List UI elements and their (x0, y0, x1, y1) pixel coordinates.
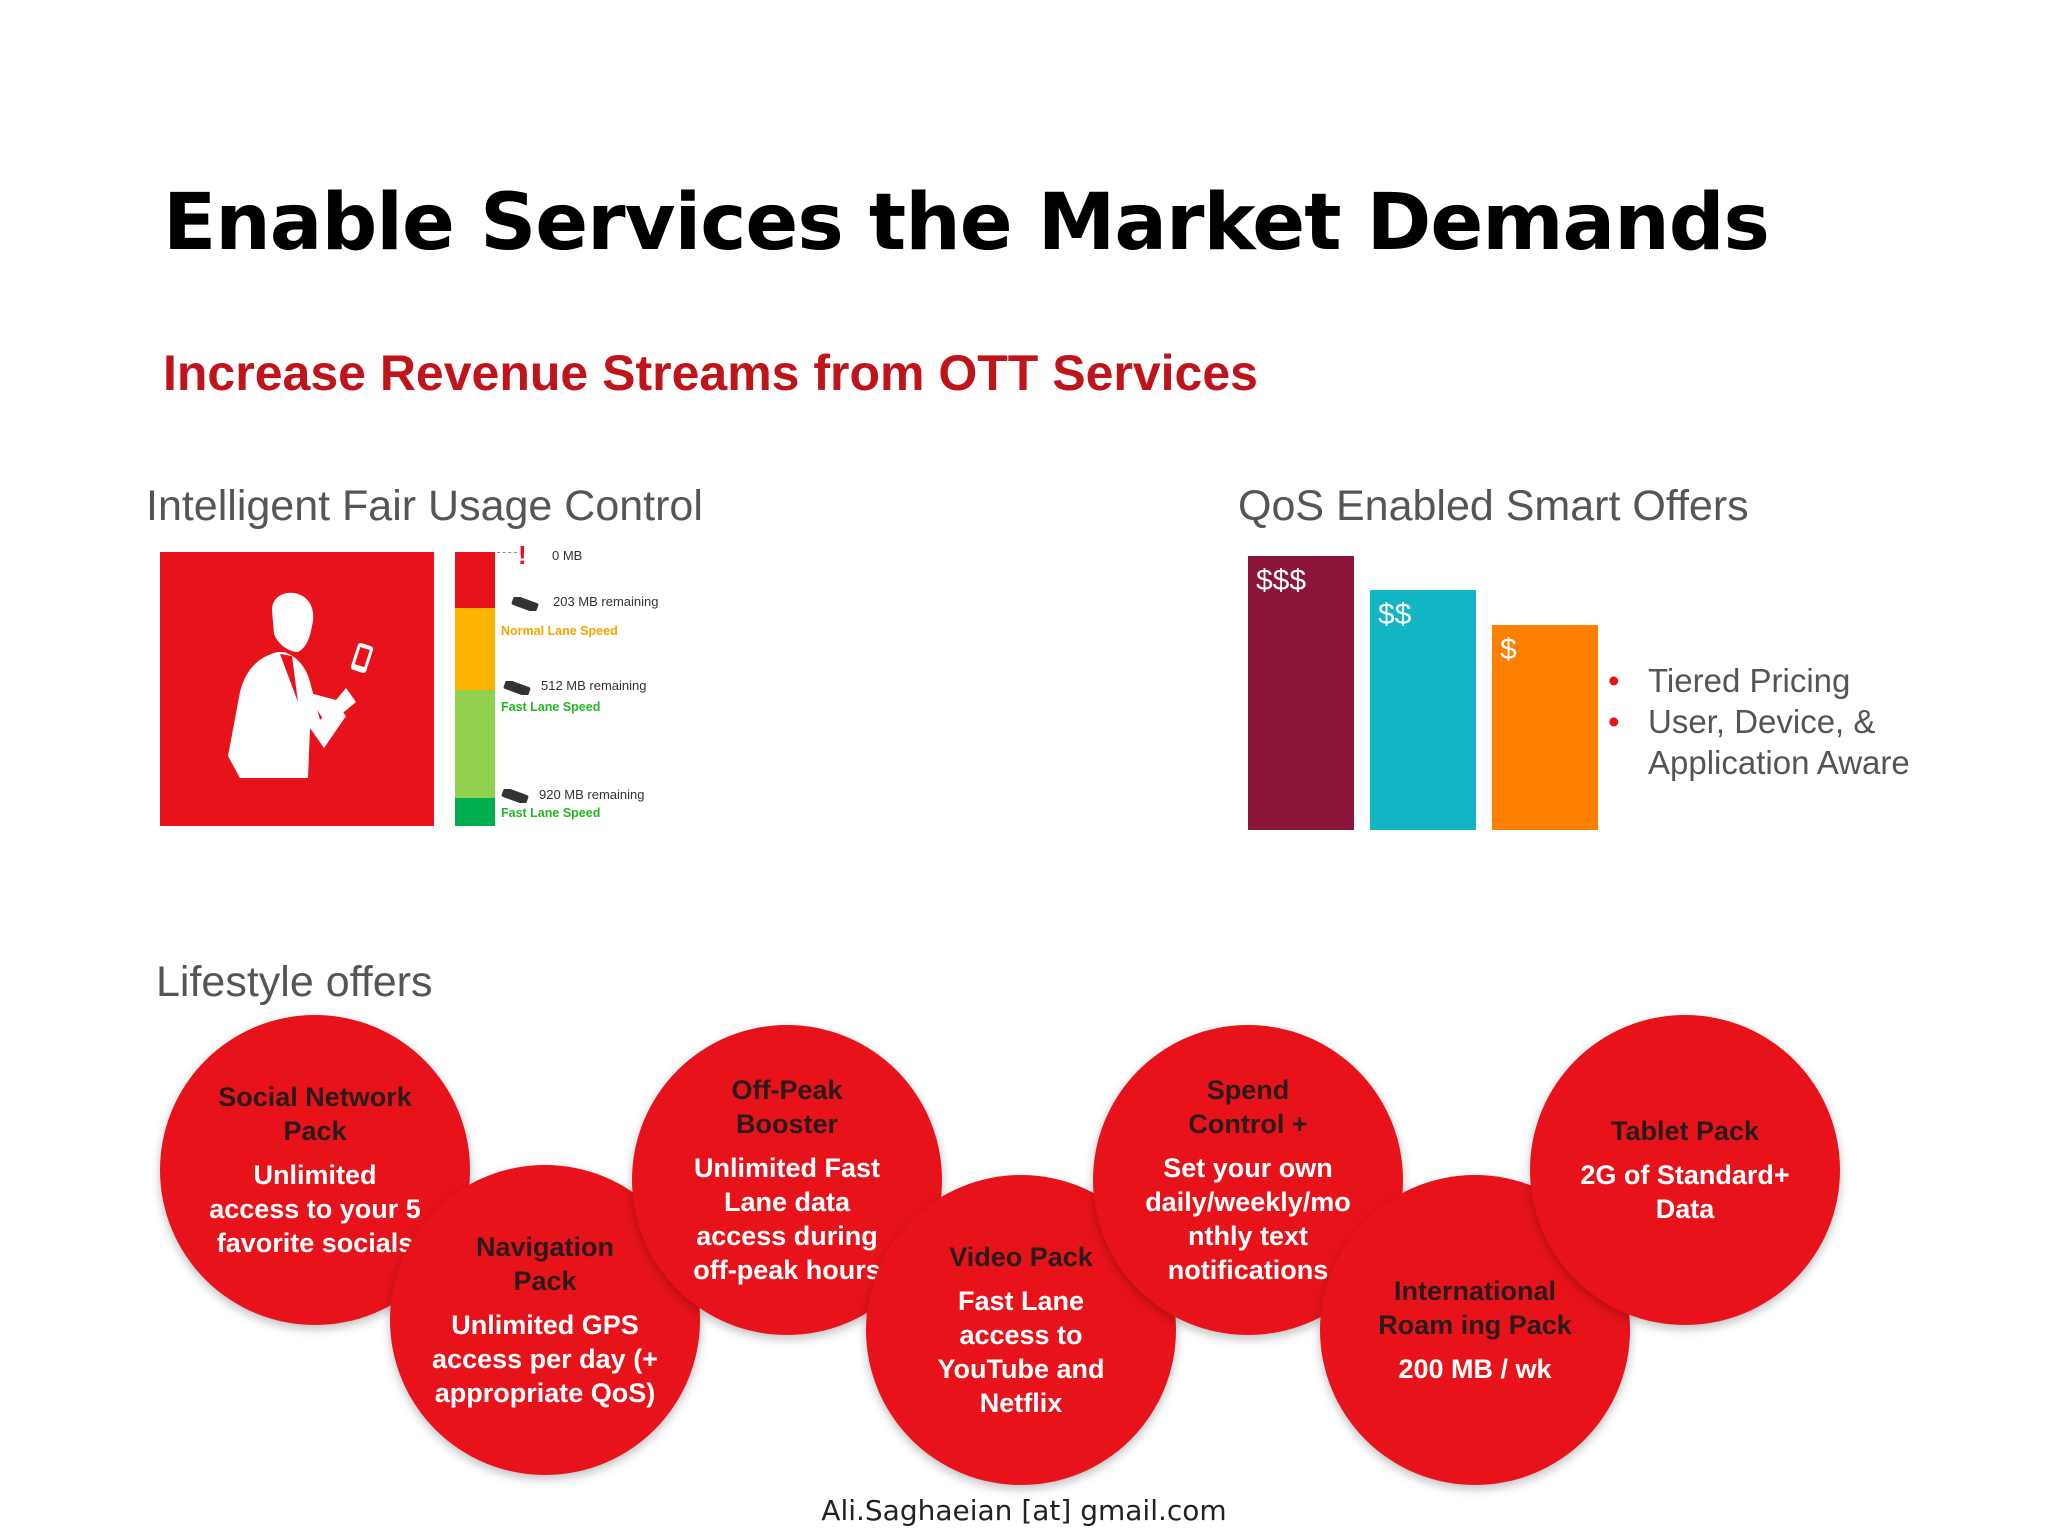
phone-icon (511, 597, 539, 611)
offer-title: International Roam ing Pack (1378, 1276, 1572, 1340)
speed-label-fast: Fast Lane Speed (501, 700, 601, 714)
qos-heading: QoS Enabled Smart Offers (1238, 482, 1749, 530)
offer-body: Fast Lane access to YouTube and Netflix (937, 1286, 1105, 1418)
offer-body: Unlimited GPS access per day (+ appropri… (432, 1310, 658, 1408)
lifestyle-heading: Lifestyle offers (156, 958, 433, 1006)
tier-label-low: $ (1500, 633, 1517, 666)
page-subtitle: Increase Revenue Streams from OTT Servic… (163, 345, 1258, 401)
gauge-segment-empty (455, 552, 495, 608)
offer-title: Navigation Pack (475, 1232, 615, 1296)
offer-title: Social Network Pack (218, 1082, 412, 1146)
offer-off-peak-booster[interactable]: Off-Peak Booster Unlimited Fast Lane dat… (632, 1025, 942, 1335)
fair-usage-heading: Intelligent Fair Usage Control (146, 482, 703, 530)
gauge-segment-fast (455, 690, 495, 798)
level-label-3: 920 MB remaining (539, 787, 645, 802)
page-title: Enable Services the Market Demands (163, 178, 1770, 268)
warning-icon: ! (518, 540, 527, 570)
bullet-item: User, Device, & Application Aware (1608, 701, 1948, 783)
level-label-2: 512 MB remaining (541, 678, 647, 693)
offer-body: 200 MB / wk (1398, 1354, 1552, 1384)
tier-label-high: $$$ (1256, 564, 1307, 597)
offer-title: Spend Control + (1188, 1075, 1308, 1139)
speed-label-normal: Normal Lane Speed (501, 624, 618, 638)
tier-bar-low: $ (1492, 625, 1598, 830)
phone-icon (503, 681, 531, 695)
offer-tablet-pack[interactable]: Tablet Pack 2G of Standard+ Data (1530, 1015, 1840, 1325)
gauge-segment-normal (455, 608, 495, 690)
offer-body: Unlimited Fast Lane data access during o… (693, 1153, 881, 1285)
offer-title: Off-Peak Booster (731, 1075, 843, 1139)
tier-bar-high: $$$ (1248, 556, 1354, 830)
phone-icon (501, 789, 529, 803)
speed-label-fast: Fast Lane Speed (501, 806, 601, 820)
bullet-item: Tiered Pricing (1608, 660, 1948, 701)
offer-body: Unlimited access to your 5 favorite soci… (209, 1160, 421, 1258)
offer-body: 2G of Standard+ Data (1580, 1160, 1790, 1224)
level-label-1: 203 MB remaining (553, 594, 659, 609)
person-with-phone-icon (160, 552, 434, 826)
offer-title: Video Pack (949, 1242, 1093, 1272)
marker-line (497, 552, 517, 553)
gauge-segment-full (455, 798, 495, 826)
qos-bullet-list: Tiered Pricing User, Device, & Applicati… (1608, 660, 1948, 783)
footer-contact: Ali.Saghaeian [at] gmail.com (821, 1494, 1227, 1527)
offer-title: Tablet Pack (1610, 1116, 1760, 1146)
offer-body: Set your own daily/weekly/mo nthly text … (1145, 1153, 1351, 1285)
tier-bar-mid: $$ (1370, 590, 1476, 830)
level-label-0: 0 MB (552, 548, 583, 563)
tier-label-mid: $$ (1378, 598, 1412, 631)
